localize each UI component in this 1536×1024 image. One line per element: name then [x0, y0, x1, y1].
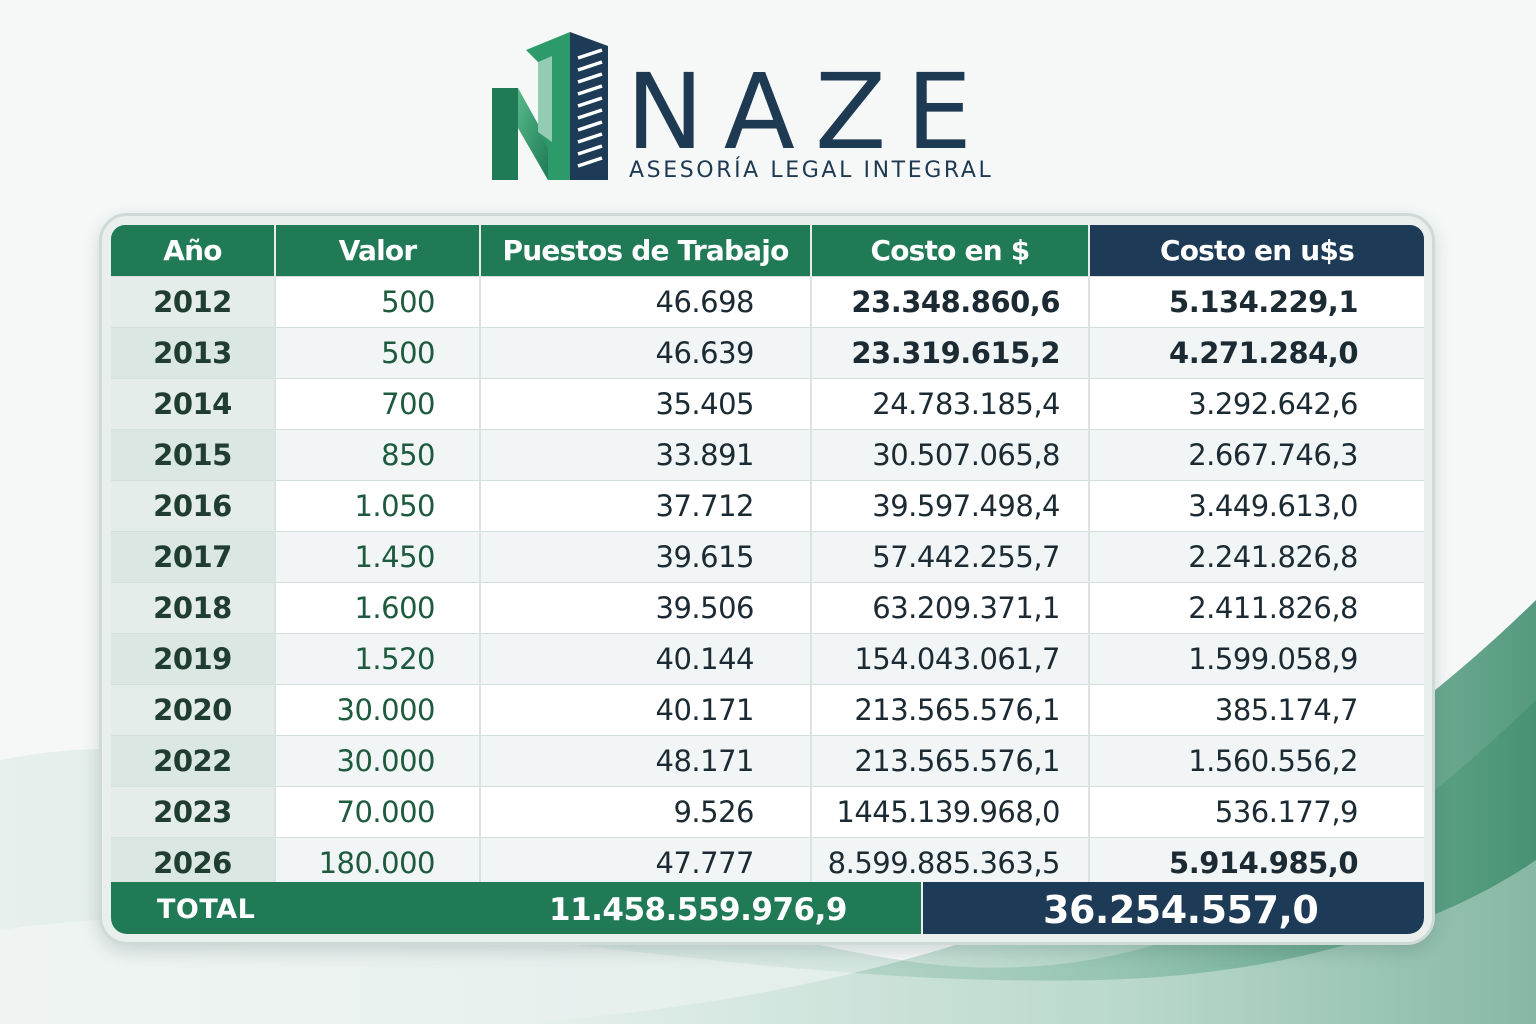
cell-value: 180.000: [275, 837, 481, 888]
table-row: 2023 70.000 9.526 1445.139.968,0 536.177,9: [111, 786, 1424, 838]
cell-cost-ars: 154.043.061,7: [811, 633, 1090, 685]
header-cost-usd: Costo en u$s: [1089, 225, 1424, 277]
cell-cost-ars: 213.565.576,1: [811, 735, 1090, 787]
cell-cost-ars: 24.783.185,4: [811, 378, 1090, 430]
cell-cost-ars: 23.319.615,2: [811, 327, 1090, 379]
cell-cost-usd: 2.241.826,8: [1089, 531, 1424, 583]
cell-jobs: 39.615: [480, 531, 812, 583]
cell-value: 1.050: [275, 480, 481, 532]
cell-cost-ars: 1445.139.968,0: [811, 786, 1090, 838]
cell-value: 1.520: [275, 633, 481, 685]
table-row: 2012 500 46.698 23.348.860,6 5.134.229,1: [111, 276, 1424, 328]
cell-year: 2023: [111, 786, 276, 838]
cell-cost-usd: 5.134.229,1: [1089, 276, 1424, 328]
building-logo-icon: [492, 32, 608, 180]
table-row: 2022 30.000 48.171 213.565.576,1 1.560.556,2: [111, 735, 1424, 787]
cell-cost-usd: 1.560.556,2: [1089, 735, 1424, 787]
cell-cost-ars: 57.442.255,7: [811, 531, 1090, 583]
total-cost-usd: 36.254.557,0: [1043, 888, 1319, 932]
cell-year: 2026: [111, 837, 276, 888]
table-row: 2014 700 35.405 24.783.185,4 3.292.642,6: [111, 378, 1424, 430]
total-label: TOTAL: [157, 894, 256, 925]
header-cost-ars: Costo en $: [811, 225, 1090, 277]
cell-jobs: 37.712: [480, 480, 812, 532]
cell-year: 2012: [111, 276, 276, 328]
cell-year: 2018: [111, 582, 276, 634]
table-row: 2026 180.000 47.777 8.599.885.363,5 5.914.98…: [111, 837, 1424, 888]
brand-name: NAZE: [626, 51, 992, 173]
cell-cost-usd: 5.914.985,0: [1089, 837, 1424, 888]
cell-jobs: 46.698: [480, 276, 812, 328]
cell-cost-ars: 8.599.885.363,5: [811, 837, 1090, 888]
brand-logo: NAZE ASESORÍA LEGAL INTEGRAL: [492, 32, 1012, 183]
cell-year: 2016: [111, 480, 276, 532]
cell-jobs: 47.777: [480, 837, 812, 888]
total-row: TOTAL 11.458.559.976,9 36.254.557,0: [111, 882, 1424, 934]
cell-jobs: 35.405: [480, 378, 812, 430]
cell-value: 70.000: [275, 786, 481, 838]
cell-cost-usd: 3.449.613,0: [1089, 480, 1424, 532]
cell-cost-ars: 30.507.065,8: [811, 429, 1090, 481]
cell-value: 1.450: [275, 531, 481, 583]
cell-cost-usd: 536.177,9: [1089, 786, 1424, 838]
header-year: Año: [111, 225, 276, 277]
cell-cost-ars: 213.565.576,1: [811, 684, 1090, 736]
cell-year: 2013: [111, 327, 276, 379]
cell-year: 2020: [111, 684, 276, 736]
brand-tagline: ASESORÍA LEGAL INTEGRAL: [629, 158, 994, 183]
table-row: 2016 1.050 37.712 39.597.498,4 3.449.613,0: [111, 480, 1424, 532]
table-row: 2017 1.450 39.615 57.442.255,7 2.241.826,8: [111, 531, 1424, 583]
cell-cost-usd: 4.271.284,0: [1089, 327, 1424, 379]
cell-year: 2017: [111, 531, 276, 583]
table-header-row: Año Valor Puestos de Trabajo Costo en $ …: [111, 225, 1424, 277]
cell-cost-usd: 2.667.746,3: [1089, 429, 1424, 481]
table-row: 2018 1.600 39.506 63.209.371,1 2.411.826,8: [111, 582, 1424, 634]
cell-value: 850: [275, 429, 481, 481]
total-right-cell: 36.254.557,0: [923, 882, 1424, 934]
cell-value: 30.000: [275, 735, 481, 787]
cell-value: 500: [275, 276, 481, 328]
cell-jobs: 40.144: [480, 633, 812, 685]
cell-cost-usd: 3.292.642,6: [1089, 378, 1424, 430]
cell-cost-ars: 39.597.498,4: [811, 480, 1090, 532]
cell-year: 2014: [111, 378, 276, 430]
cell-jobs: 46.639: [480, 327, 812, 379]
table-row: 2013 500 46.639 23.319.615,2 4.271.284,0: [111, 327, 1424, 379]
cell-jobs: 33.891: [480, 429, 812, 481]
cell-year: 2019: [111, 633, 276, 685]
cell-cost-ars: 63.209.371,1: [811, 582, 1090, 634]
total-left-cell: TOTAL 11.458.559.976,9: [111, 882, 921, 934]
table-row: 2020 30.000 40.171 213.565.576,1 385.174,7: [111, 684, 1424, 736]
cell-value: 1.600: [275, 582, 481, 634]
cell-value: 700: [275, 378, 481, 430]
header-value: Valor: [275, 225, 481, 277]
cell-year: 2022: [111, 735, 276, 787]
total-cost-ars: 11.458.559.976,9: [549, 892, 847, 928]
table-row: 2015 850 33.891 30.507.065,8 2.667.746,3: [111, 429, 1424, 481]
cost-table: Año Valor Puestos de Trabajo Costo en $ …: [111, 225, 1424, 888]
cell-jobs: 9.526: [480, 786, 812, 838]
cell-year: 2015: [111, 429, 276, 481]
cell-cost-usd: 385.174,7: [1089, 684, 1424, 736]
cell-value: 30.000: [275, 684, 481, 736]
table-row: 2019 1.520 40.144 154.043.061,7 1.599.058,9: [111, 633, 1424, 685]
cell-value: 500: [275, 327, 481, 379]
header-jobs: Puestos de Trabajo: [480, 225, 812, 277]
cell-jobs: 48.171: [480, 735, 812, 787]
cell-cost-usd: 2.411.826,8: [1089, 582, 1424, 634]
cell-cost-ars: 23.348.860,6: [811, 276, 1090, 328]
cell-cost-usd: 1.599.058,9: [1089, 633, 1424, 685]
cell-jobs: 39.506: [480, 582, 812, 634]
cell-jobs: 40.171: [480, 684, 812, 736]
